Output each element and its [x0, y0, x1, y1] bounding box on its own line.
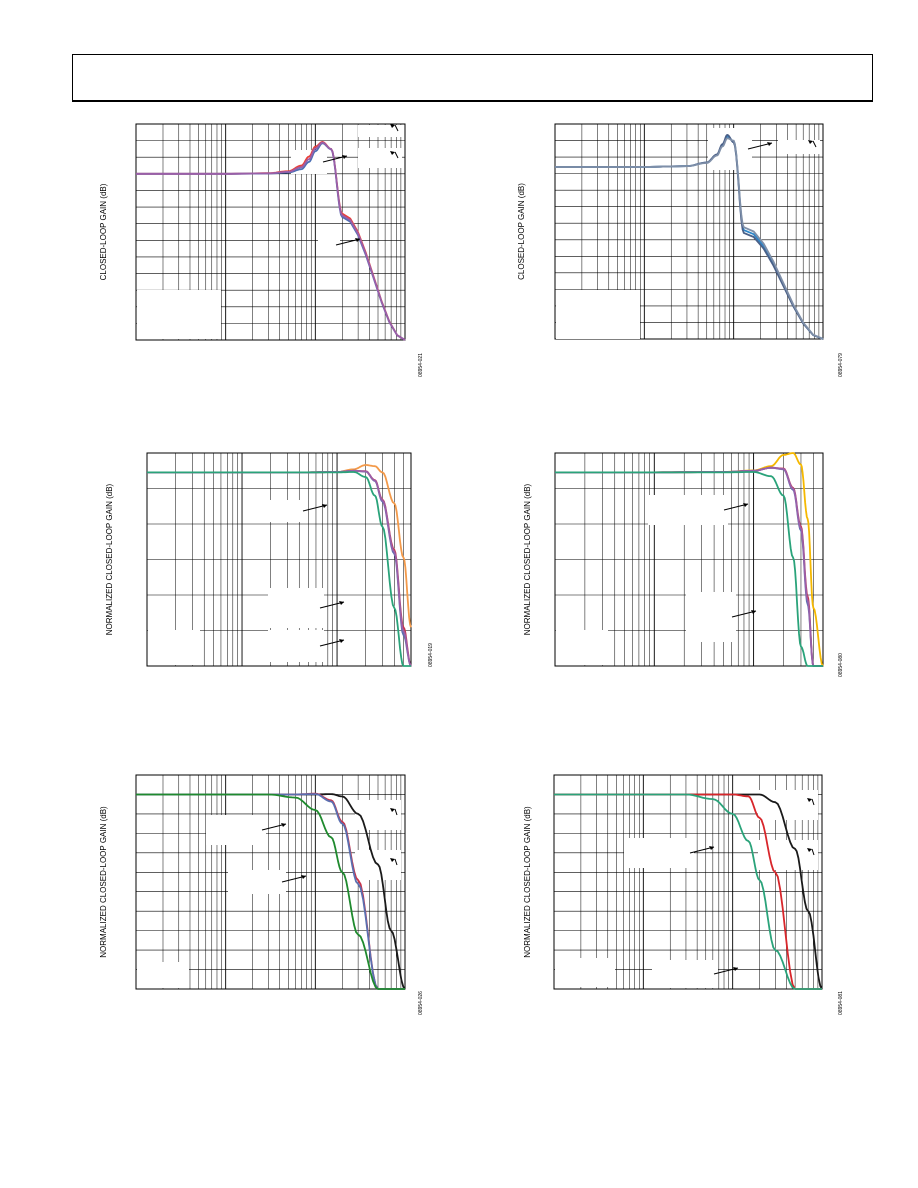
annotation-arrow	[394, 151, 399, 159]
arrow-head	[339, 601, 344, 605]
annotation-arrows	[723, 503, 757, 618]
arrow-head	[390, 858, 395, 862]
y-axis-label: CLOSED-LOOP GAIN (dB)	[517, 183, 526, 280]
annotation-box	[255, 500, 307, 522]
annotation-box	[228, 870, 286, 894]
arrow-head	[355, 238, 360, 242]
figure-code: 08954-080	[838, 653, 844, 677]
annotation-arrows	[689, 798, 815, 975]
arrow-head	[743, 503, 748, 507]
annotation-arrow	[394, 808, 398, 816]
series-line-3	[555, 137, 824, 340]
legend-box	[137, 962, 189, 988]
annotation-box	[648, 495, 728, 525]
arrow-head	[751, 610, 756, 614]
y-axis-label: NORMALIZED CLOSED-LOOP GAIN (dB)	[99, 806, 108, 958]
series-line-3	[554, 793, 822, 990]
figure-code: 08954-019	[428, 643, 434, 667]
y-axis-label: NORMALIZED CLOSED-LOOP GAIN (dB)	[105, 483, 114, 635]
annotation-arrows	[747, 140, 817, 150]
arrow-head	[281, 823, 286, 827]
annotation-box	[206, 815, 266, 845]
arrow-head	[709, 846, 714, 850]
series-line-3	[136, 141, 406, 341]
arrow-head	[807, 798, 812, 802]
annotation-box	[708, 128, 752, 170]
annotation-arrows	[322, 124, 399, 246]
annotation-box	[652, 960, 718, 988]
annotation-box	[358, 148, 402, 168]
y-axis-label: NORMALIZED CLOSED-LOOP GAIN (dB)	[523, 806, 532, 958]
legend-box	[555, 958, 615, 987]
legend-box	[556, 630, 608, 665]
annotation-arrows	[302, 504, 345, 647]
annotation-box	[686, 592, 736, 642]
annotation-arrows	[261, 808, 398, 883]
y-axis-label: NORMALIZED CLOSED-LOOP GAIN (dB)	[523, 483, 532, 635]
series-line-5	[147, 471, 412, 667]
annotation-arrow	[811, 848, 815, 856]
annotation-box	[268, 630, 324, 662]
series-line-5	[555, 471, 823, 667]
arrow-head	[390, 124, 395, 128]
annotation-arrow	[811, 798, 815, 806]
annotation-box	[355, 800, 401, 830]
annotation-box	[624, 838, 694, 868]
legend-box	[556, 290, 640, 339]
chart-3: NORMALIZED CLOSED-LOOP GAIN (dB) 08954-01…	[105, 452, 434, 667]
chart-4: NORMALIZED CLOSED-LOOP GAIN (dB) 08954-08…	[523, 452, 844, 677]
arrow-head	[808, 140, 813, 144]
arrow-head	[322, 504, 327, 508]
annotation-arrow	[812, 140, 817, 148]
annotation-box	[758, 790, 818, 820]
annotation-box	[318, 235, 340, 255]
chart-6: NORMALIZED CLOSED-LOOP GAIN (dB) 08954-08…	[523, 774, 844, 1015]
y-axis-label: CLOSED-LOOP GAIN (dB)	[99, 183, 108, 280]
series-line-4	[136, 793, 405, 990]
arrow-head	[390, 151, 395, 155]
figure-code: 08954-021	[418, 353, 424, 377]
chart-1: CLOSED-LOOP GAIN (dB) 08954-021	[99, 123, 424, 377]
legend-box	[148, 630, 200, 665]
arrow-head	[390, 808, 395, 812]
page-header	[72, 54, 873, 102]
arrow-head	[342, 155, 347, 159]
arrow-head	[301, 875, 306, 879]
arrow-head	[767, 142, 772, 146]
annotation-box	[778, 140, 820, 154]
annotation-box	[268, 588, 324, 628]
chart-2: CLOSED-LOOP GAIN (dB) 08954-079	[517, 123, 844, 377]
arrow-head	[339, 639, 344, 643]
figure-code: 08954-026	[418, 991, 424, 1015]
figure-code: 08954-079	[838, 353, 844, 377]
annotation-arrow	[394, 858, 398, 866]
annotation-box	[358, 125, 402, 137]
legend-box	[137, 290, 221, 339]
arrow-head	[733, 967, 738, 971]
arrow-head	[807, 848, 812, 852]
figure-code: 08954-081	[838, 991, 844, 1015]
annotation-arrow	[394, 124, 399, 132]
gridlines	[146, 453, 412, 666]
chart-5: NORMALIZED CLOSED-LOOP GAIN (dB) 08954-02…	[99, 774, 424, 1015]
